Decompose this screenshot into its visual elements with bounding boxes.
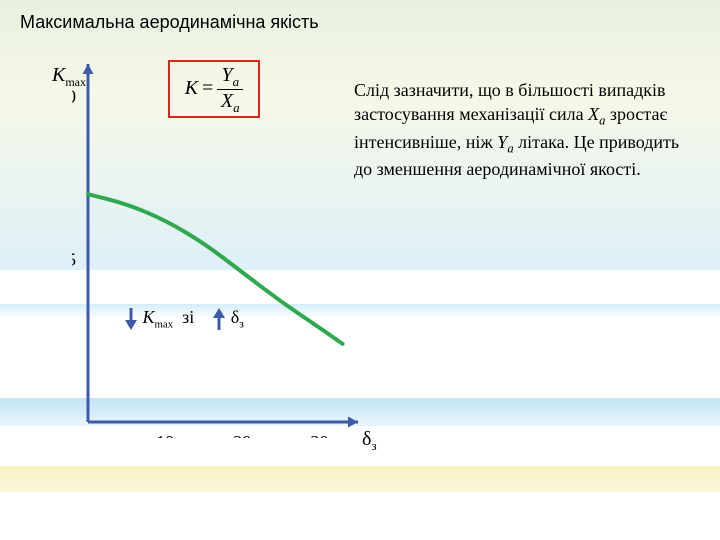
svg-text:20: 20 bbox=[233, 432, 251, 438]
aero-quality-chart: 102030510 bbox=[72, 58, 372, 438]
page-title: Максимальна аеродинамічна якість bbox=[20, 12, 319, 33]
svg-text:30: 30 bbox=[310, 432, 328, 438]
inline-relation-note: Kmax зі δз bbox=[124, 306, 244, 332]
x-axis-label: δз bbox=[362, 428, 377, 454]
y-axis-label: Kmax bbox=[52, 64, 86, 90]
svg-text:5: 5 bbox=[72, 249, 76, 269]
svg-text:10: 10 bbox=[156, 432, 174, 438]
body-paragraph: Слід зазначити, що в більшості випадків … bbox=[354, 78, 694, 182]
